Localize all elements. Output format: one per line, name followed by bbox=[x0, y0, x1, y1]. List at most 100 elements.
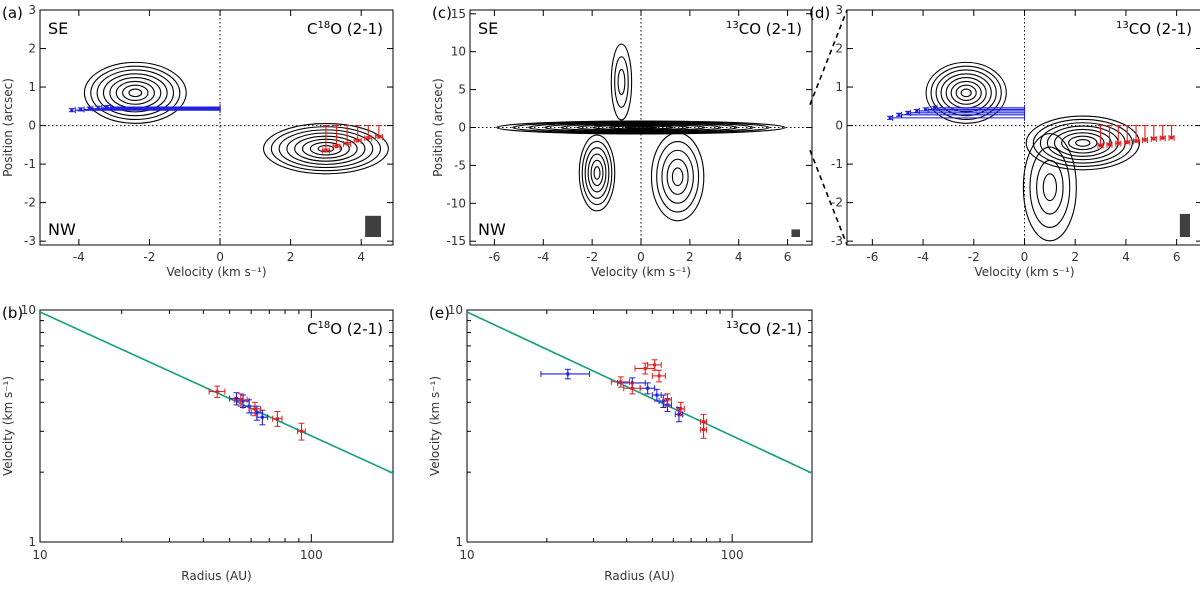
blue-data-point-marker bbox=[677, 412, 681, 416]
blue-data-point bbox=[540, 368, 591, 380]
blue-point-marker bbox=[70, 108, 74, 112]
contours bbox=[496, 43, 786, 222]
blue-point-marker bbox=[79, 107, 83, 111]
contour-level bbox=[587, 153, 607, 193]
beam-marker bbox=[791, 229, 800, 237]
plot-frame bbox=[39, 9, 394, 246]
x-tick-label: 6 bbox=[784, 250, 792, 264]
data-points bbox=[208, 385, 306, 441]
contour-level bbox=[90, 65, 181, 121]
plot-frame bbox=[846, 9, 1200, 246]
red-point-marker bbox=[1125, 141, 1129, 145]
contour-level bbox=[122, 84, 149, 101]
y-tick-label: 1 bbox=[835, 80, 843, 94]
blue-point bbox=[913, 107, 1026, 114]
contour-level bbox=[590, 159, 604, 187]
y-tick-label: -2 bbox=[831, 196, 843, 210]
contour-level bbox=[592, 124, 690, 131]
red-point-marker bbox=[1099, 144, 1103, 148]
red-data-point-marker bbox=[299, 429, 303, 433]
red-point bbox=[332, 125, 341, 150]
contour-level bbox=[1039, 122, 1126, 164]
blue-point-marker bbox=[96, 106, 100, 110]
y-tick-label: 3 bbox=[835, 3, 843, 17]
red-data-point-marker bbox=[653, 363, 657, 367]
contour-level bbox=[960, 88, 972, 98]
red-point-marker bbox=[356, 139, 360, 143]
red-point-marker bbox=[345, 142, 349, 146]
contour-level bbox=[1029, 146, 1071, 228]
red-point bbox=[1150, 125, 1157, 143]
blue-data-point-marker bbox=[255, 411, 259, 415]
red-point-marker bbox=[1107, 143, 1111, 147]
x-tick-label: 2 bbox=[686, 250, 694, 264]
y-tick-label: 0 bbox=[458, 121, 466, 135]
red-data-point bbox=[662, 393, 672, 407]
x-tick-label: -2 bbox=[143, 250, 155, 264]
blue-point-marker bbox=[897, 113, 901, 117]
y-tick-label: 10 bbox=[451, 45, 466, 59]
red-point bbox=[1159, 125, 1166, 142]
red-data-point-marker bbox=[619, 380, 623, 384]
title-sup: 13 bbox=[1116, 20, 1129, 31]
y-tick-label: 15 bbox=[451, 7, 466, 21]
blue-data-point-marker bbox=[566, 372, 570, 376]
contour-level bbox=[925, 61, 1007, 124]
y-axis-label: Velocity (km s⁻¹) bbox=[428, 376, 442, 476]
title-sup: 18 bbox=[317, 320, 330, 331]
red-point bbox=[1133, 125, 1140, 145]
title-sup: 13 bbox=[726, 20, 739, 31]
x-tick-label: 10 bbox=[32, 548, 47, 562]
contour-level bbox=[109, 77, 162, 109]
y-tick-label: 1 bbox=[28, 535, 36, 549]
blue-data-point bbox=[256, 409, 269, 426]
contour-level bbox=[661, 149, 694, 204]
contour-level bbox=[1075, 139, 1091, 147]
blue-data-point-marker bbox=[655, 393, 659, 397]
contour-level bbox=[1061, 132, 1105, 154]
data-points bbox=[540, 359, 707, 439]
red-data-point-marker bbox=[702, 428, 706, 432]
title-pre: C bbox=[307, 20, 317, 38]
pv-panel-c: -6 -4 -2 0 2 4 6 -15 -10 -5 0 5 10 15 SE NW bbox=[446, 7, 813, 264]
y-tick-label: -5 bbox=[454, 158, 466, 172]
panel-label: (e) bbox=[429, 304, 450, 322]
panel-title-text: 13CO (2-1) bbox=[726, 20, 802, 38]
pv-panel-d: -6 -4 -2 0 2 4 6 -3 -2 -1 0 1 2 3 bbox=[831, 3, 1200, 264]
x-tick-label: 0 bbox=[637, 250, 645, 264]
zoom-connector-top bbox=[809, 9, 848, 106]
contour-level bbox=[656, 141, 700, 213]
contours bbox=[83, 61, 389, 175]
y-tick-label: 1 bbox=[28, 80, 36, 94]
y-tick-label: -1 bbox=[24, 157, 36, 171]
red-point-marker bbox=[324, 149, 328, 153]
red-data-point-marker bbox=[657, 374, 661, 378]
red-data-point-marker bbox=[679, 407, 683, 411]
y-tick-label: 1 bbox=[455, 535, 463, 549]
red-data-point-marker bbox=[665, 398, 669, 402]
y-tick-label: -1 bbox=[831, 157, 843, 171]
x-tick-label: 100 bbox=[300, 548, 323, 562]
contour-level bbox=[1036, 159, 1064, 215]
fit-line bbox=[467, 311, 812, 474]
blue-point bbox=[895, 111, 1026, 118]
plot-frame bbox=[39, 309, 394, 543]
y-tick-label: 0 bbox=[835, 119, 843, 133]
red-data-point bbox=[233, 393, 248, 407]
red-point bbox=[374, 125, 383, 141]
red-data-point bbox=[651, 369, 666, 383]
x-tick-label: 4 bbox=[735, 250, 743, 264]
y-tick-label: 10 bbox=[21, 303, 36, 317]
red-point-marker bbox=[1161, 136, 1165, 140]
red-point bbox=[1168, 125, 1175, 141]
y-tick-label: -2 bbox=[24, 196, 36, 210]
contour-level bbox=[1032, 118, 1133, 167]
contour-level bbox=[945, 77, 987, 109]
y-tick-label: 5 bbox=[458, 83, 466, 97]
red-data-point bbox=[676, 401, 685, 417]
blue-point bbox=[887, 114, 1026, 121]
red-point-marker bbox=[1170, 136, 1174, 140]
red-point-marker bbox=[1116, 142, 1120, 146]
y-tick-label: -15 bbox=[446, 234, 466, 248]
